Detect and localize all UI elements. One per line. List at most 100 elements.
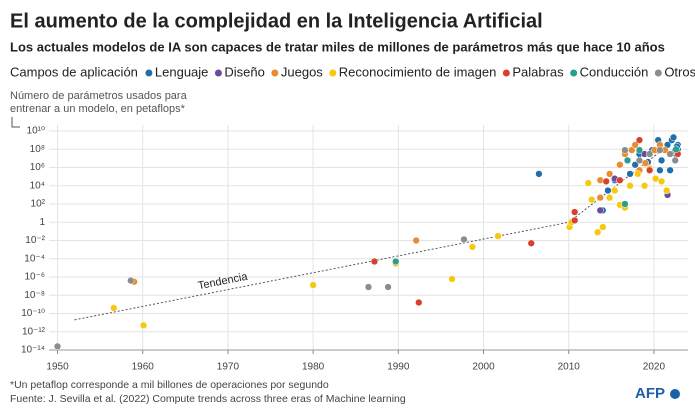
data-point: [641, 159, 650, 167]
data-point: [415, 298, 423, 307]
x-tick-label: 2020: [643, 362, 666, 373]
data-point: [527, 239, 535, 247]
chart-title: El aumento de la complejidad en la Intel…: [10, 10, 543, 32]
data-point: [594, 228, 602, 236]
source: Fuente: J. Sevilla et al. (2022) Compute…: [10, 393, 406, 405]
data-point: [631, 161, 639, 169]
data-point: [384, 283, 392, 291]
data-point: [663, 186, 671, 195]
data-point: [621, 146, 629, 154]
data-point: [666, 150, 674, 158]
y-axis-label: entrenar a un modelo, en petaflops*: [10, 103, 186, 115]
data-point: [370, 257, 379, 266]
legend-label: Palabras: [512, 64, 564, 79]
data-point: [604, 186, 612, 195]
data-point: [651, 174, 660, 183]
y-tick-label: 10⁶: [30, 162, 45, 173]
data-point: [635, 156, 644, 165]
data-point: [460, 235, 468, 244]
data-point: [309, 281, 317, 289]
y-tick-label: 10⁻¹⁰: [21, 308, 45, 319]
data-point: [656, 166, 664, 174]
y-tick-label: 10⁻⁸: [24, 290, 45, 301]
data-point: [605, 193, 614, 202]
data-point: [584, 179, 592, 187]
legend-marker: [502, 69, 510, 77]
legend-label: Otros: [664, 64, 695, 79]
y-tick-label: 10⁸: [30, 144, 45, 155]
data-point: [621, 200, 629, 208]
data-point: [646, 150, 654, 158]
data-point: [53, 342, 62, 351]
legend-label: Lenguaje: [155, 64, 209, 79]
legend-label: Diseño: [224, 64, 264, 79]
data-point: [611, 186, 619, 195]
data-point: [127, 276, 135, 285]
data-point: [635, 136, 644, 144]
data-point: [571, 208, 579, 216]
y-tick-label: 10²: [31, 199, 46, 210]
data-point: [588, 195, 596, 204]
y-tick-label: 10⁻¹⁴: [21, 345, 45, 356]
data-point: [616, 161, 624, 169]
label-pointer: [11, 117, 20, 128]
data-point: [623, 156, 632, 165]
legend-label: Reconocimiento de imagen: [339, 64, 497, 79]
data-point: [616, 176, 624, 184]
data-point: [631, 141, 639, 149]
data-point: [139, 321, 148, 330]
data-point: [494, 232, 502, 240]
y-tick-label: 10⁻¹²: [22, 326, 46, 337]
plot-area: 10⁻¹⁴ 10⁻¹² 10⁻¹⁰ 10⁻⁸ 10⁻⁶ 10⁻⁴ 10⁻² 1 10² 10⁴ 10…: [21, 125, 688, 373]
legend-label: Conducción: [580, 64, 649, 79]
data-point: [110, 304, 118, 312]
legend-title: Campos de aplicación: [10, 64, 138, 79]
x-tick-label: 1960: [132, 362, 155, 373]
data-point: [596, 193, 604, 202]
x-tick-label: 2000: [472, 362, 495, 373]
logo-dot: [670, 389, 680, 399]
data-point: [571, 216, 579, 225]
footnote: *Un petaflop corresponde a mil billones …: [10, 379, 329, 391]
data-point: [364, 283, 373, 291]
y-tick-label: 10⁻⁴: [24, 253, 45, 264]
data-point: [666, 166, 674, 174]
data-point: [626, 170, 634, 178]
data-point: [412, 236, 420, 245]
data-point: [671, 156, 679, 165]
data-point: [656, 146, 664, 154]
data-point: [640, 182, 649, 190]
y-tick-label: 10¹⁰: [27, 126, 45, 137]
data-point: [596, 176, 604, 184]
data-point: [605, 170, 614, 178]
data-point: [602, 177, 610, 186]
data-point: [635, 146, 644, 154]
trend-label: Tendencia: [197, 271, 249, 293]
y-tick-label: 10⁻²: [25, 235, 45, 246]
y-tick-label: 1: [39, 217, 45, 228]
data-point: [657, 156, 666, 165]
data-point: [672, 145, 680, 153]
legend-marker: [145, 69, 153, 77]
x-tick-label: 2010: [558, 362, 581, 373]
data-point: [392, 257, 400, 266]
legend-marker: [329, 69, 337, 77]
data-point: [646, 166, 654, 174]
legend-marker: [654, 69, 662, 77]
x-tick-label: 1950: [46, 362, 69, 373]
x-tick-label: 1970: [217, 362, 240, 373]
chart-subtitle: Los actuales modelos de IA son capaces d…: [10, 39, 665, 54]
data-point: [468, 243, 477, 251]
legend-marker: [271, 69, 279, 77]
legend-marker: [570, 69, 578, 77]
data-point: [669, 133, 678, 142]
legend: Campos de aplicación Lenguaje Diseño Juego…: [10, 64, 695, 79]
data-point: [596, 206, 604, 215]
data-point: [599, 223, 607, 231]
data-point: [448, 275, 456, 283]
data-point: [535, 170, 543, 178]
y-tick-label: 10⁻⁶: [24, 272, 45, 283]
data-point: [626, 182, 634, 190]
data-point: [657, 177, 666, 186]
